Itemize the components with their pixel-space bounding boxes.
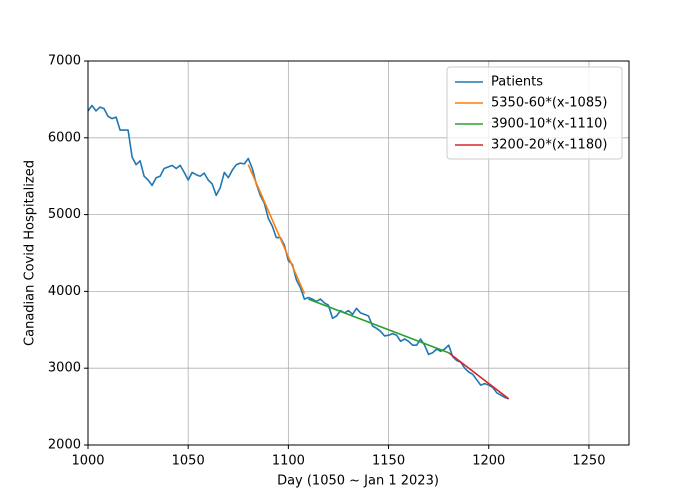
x-tick-label: 1200 bbox=[472, 454, 505, 469]
series-line bbox=[308, 298, 449, 354]
legend-label: 3900-10*(x-1110) bbox=[491, 117, 607, 132]
plot-frame bbox=[87, 60, 630, 446]
x-tick-label: 1050 bbox=[172, 454, 205, 469]
x-tick-label: 1250 bbox=[572, 454, 605, 469]
legend-label: Patients bbox=[491, 75, 543, 90]
x-tick-label: 1000 bbox=[71, 454, 104, 469]
legend-label: 3200-20*(x-1180) bbox=[491, 138, 607, 153]
y-tick-label: 2000 bbox=[48, 438, 81, 453]
x-tick-label: 1150 bbox=[372, 454, 405, 469]
x-tick-label: 1100 bbox=[272, 454, 305, 469]
y-tick-label: 4000 bbox=[48, 284, 81, 299]
series-line bbox=[87, 104, 510, 400]
y-tick-label: 3000 bbox=[48, 361, 81, 376]
y-tick-label: 6000 bbox=[48, 130, 81, 145]
legend-label: 5350-60*(x-1085) bbox=[491, 96, 607, 111]
y-tick-label: 7000 bbox=[48, 54, 81, 69]
x-axis-label: Day (1050 ~ Jan 1 2023) bbox=[277, 474, 439, 489]
y-tick-label: 5000 bbox=[48, 207, 81, 222]
series-line bbox=[448, 352, 510, 400]
legend-box bbox=[446, 66, 623, 160]
y-axis-label: Canadian Covid Hospitalized bbox=[23, 160, 38, 346]
series-line bbox=[247, 164, 306, 295]
